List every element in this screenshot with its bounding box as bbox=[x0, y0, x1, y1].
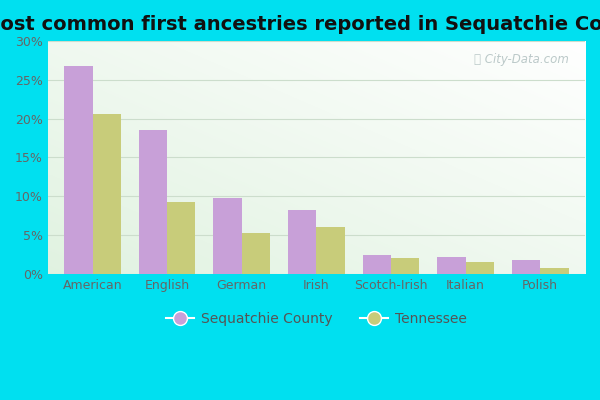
Legend: Sequatchie County, Tennessee: Sequatchie County, Tennessee bbox=[160, 307, 472, 332]
Bar bbox=[64, 66, 92, 274]
Bar bbox=[316, 227, 345, 274]
Bar bbox=[242, 233, 270, 274]
Bar bbox=[139, 130, 167, 274]
Bar bbox=[540, 268, 569, 274]
Bar bbox=[466, 262, 494, 274]
Title: Most common first ancestries reported in Sequatchie County: Most common first ancestries reported in… bbox=[0, 15, 600, 34]
Text: ⓘ City-Data.com: ⓘ City-Data.com bbox=[474, 53, 569, 66]
Bar bbox=[288, 210, 316, 274]
Bar bbox=[214, 198, 242, 274]
Bar bbox=[512, 260, 540, 274]
Bar bbox=[362, 255, 391, 274]
Bar bbox=[437, 258, 466, 274]
Bar bbox=[391, 258, 419, 274]
Bar bbox=[167, 202, 196, 274]
Bar bbox=[92, 114, 121, 274]
